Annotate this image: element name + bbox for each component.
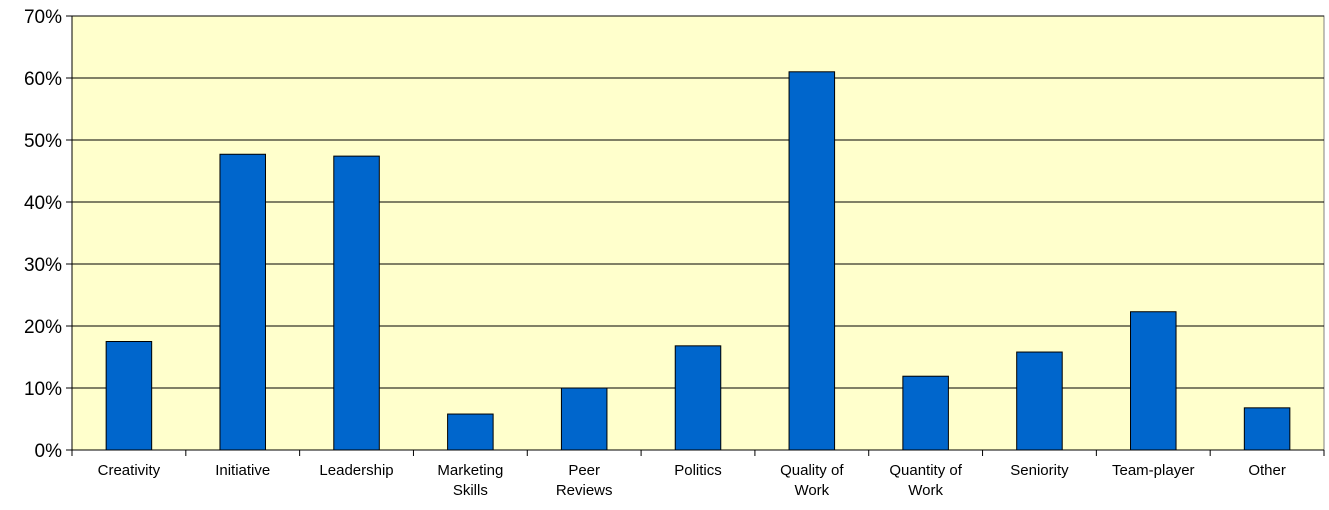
bar	[1016, 351, 1063, 451]
x-category-label-line: Quality of	[780, 462, 844, 479]
x-category-label: Peer Reviews	[556, 462, 613, 499]
x-category-label-line: Seniority	[1010, 462, 1069, 479]
x-category-label-line: Team-player	[1112, 462, 1195, 479]
x-category-label: Initiative	[215, 462, 270, 479]
x-category-label: Creativity	[98, 462, 161, 479]
y-tick-label: 20%	[24, 317, 62, 338]
x-category-label: Politics	[674, 462, 722, 479]
x-category-label-line: Marketing	[437, 462, 503, 479]
x-category-label-line: Politics	[674, 462, 722, 479]
x-category-label-line: Work	[908, 482, 943, 499]
x-category-label-line: Initiative	[215, 462, 270, 479]
bar	[1130, 311, 1177, 451]
x-category-label: Team-player	[1112, 462, 1195, 479]
y-tick-label: 10%	[24, 379, 62, 400]
x-category-label: Quality of Work	[780, 462, 844, 499]
x-category-label-line: Skills	[453, 482, 488, 499]
x-category-label: Leadership	[319, 462, 393, 479]
x-category-label: Seniority	[1010, 462, 1069, 479]
bar	[333, 155, 380, 451]
x-category-label: Quantity of Work	[889, 462, 962, 499]
y-tick-label: 0%	[35, 441, 63, 462]
x-category-label-line: Quantity of	[889, 462, 962, 479]
x-axis-category-labels: Creativity Initiative Leadership Marketing S…	[98, 462, 1286, 499]
bar	[902, 375, 949, 451]
y-tick-label: 70%	[24, 7, 62, 28]
bar-series	[105, 71, 1291, 451]
y-axis-tick-labels: 0% 10% 20% 30% 40% 50% 60% 70%	[24, 7, 62, 462]
x-category-label-line: Work	[794, 482, 829, 499]
bar	[788, 71, 836, 451]
bar	[560, 387, 608, 451]
x-category-label-line: Peer	[568, 462, 600, 479]
y-tick-label: 40%	[24, 193, 62, 214]
bar	[105, 341, 153, 451]
gridlines	[72, 15, 1324, 389]
x-category-label-line: Reviews	[556, 482, 613, 499]
y-tick-label: 50%	[24, 131, 62, 152]
y-tick-label: 60%	[24, 69, 62, 90]
x-category-label: Marketing Skills	[437, 462, 503, 499]
bar	[447, 413, 494, 451]
x-category-label-line: Creativity	[98, 462, 161, 479]
x-category-label-line: Other	[1248, 462, 1286, 479]
axes	[66, 15, 1325, 456]
x-category-label-line: Leadership	[319, 462, 393, 479]
bar	[1243, 407, 1291, 451]
bar	[674, 345, 722, 451]
x-category-label: Other	[1248, 462, 1286, 479]
bar	[219, 153, 266, 451]
y-tick-label: 30%	[24, 255, 62, 276]
